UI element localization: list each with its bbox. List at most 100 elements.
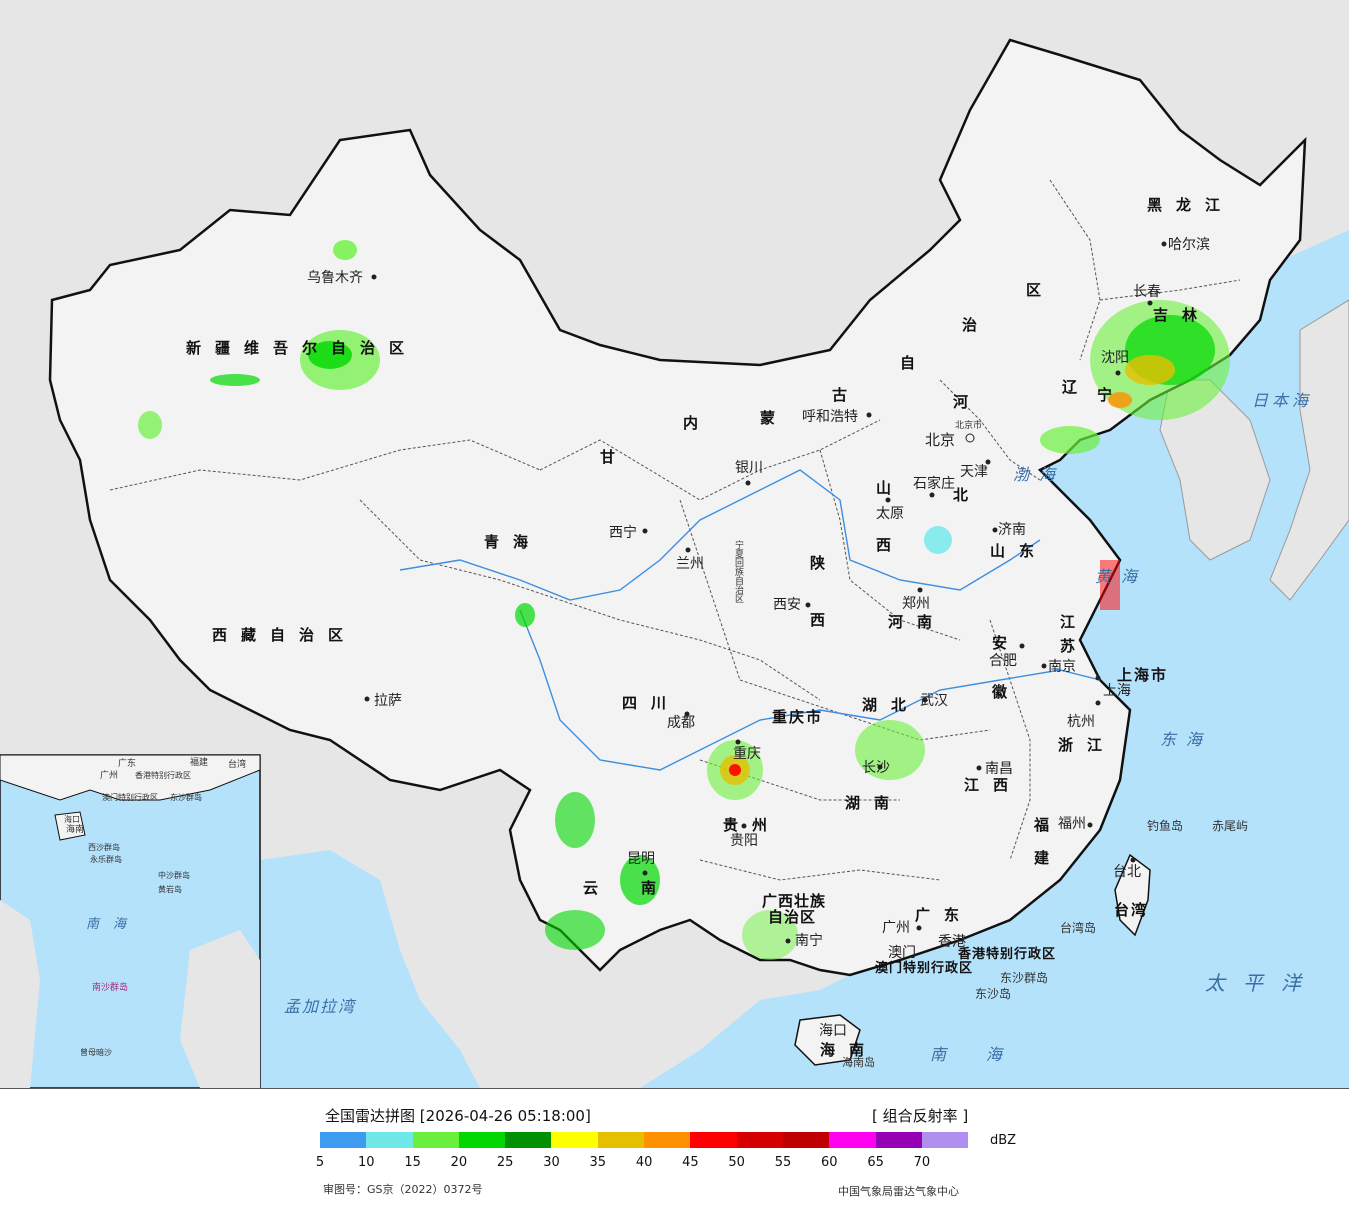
approval-number: 审图号：GS京（2022）0372号 [323, 1183, 483, 1196]
label-xizang: 西藏自治区 [212, 626, 357, 644]
city-guangzhou: 广州 [882, 920, 910, 936]
inset-south-china-sea [0, 754, 261, 1088]
city-harbin: 哈尔滨 [1168, 237, 1210, 253]
label-fu: 福 [1033, 816, 1063, 834]
label-xinjiang: 新疆维吾尔自治区 [186, 339, 418, 357]
city-hefei: 合肥 [989, 653, 1017, 669]
color-swatch [782, 1132, 830, 1148]
label-zhejiang: 浙江 [1058, 736, 1116, 754]
label-jilin: 吉林 [1153, 306, 1211, 324]
city-nanjing: 南京 [1048, 659, 1076, 675]
sea-donghai: 东海 [1160, 730, 1212, 749]
tick-label: 50 [728, 1155, 745, 1170]
label-gan: 甘 [600, 448, 629, 466]
city-chongqing: 重庆 [733, 746, 761, 762]
city-shijiazhuang: 石家庄 [913, 475, 955, 492]
label-shandong: 山东 [990, 542, 1048, 560]
city-zhengzhou: 郑州 [902, 596, 930, 612]
map-timestamp: [2026-04-26 05:18:00] [419, 1107, 591, 1125]
inset-hainan: 海南 [66, 823, 84, 835]
color-swatch [829, 1132, 876, 1148]
label-he: 河 [953, 393, 982, 411]
tick-label: 30 [543, 1155, 560, 1170]
city-beijing: 北京 [925, 431, 955, 449]
taiwan-island [1114, 853, 1151, 937]
inset-fujian: 福建 [190, 756, 208, 768]
label-liao: 辽 [1062, 378, 1091, 396]
label-meng: 蒙 [760, 409, 789, 427]
inset-guangzhou: 广州 [100, 769, 118, 781]
city-taiyuan: 太原 [876, 506, 904, 522]
label-yun: 云 [583, 879, 612, 897]
label-bei: 北 [953, 486, 982, 504]
label-hk-sar: 香港特别行政区 [957, 946, 1056, 962]
color-swatch [597, 1132, 645, 1148]
inset-zengmu: 曾母暗沙 [80, 1047, 112, 1057]
rivers [399, 469, 1101, 771]
city-hangzhou: 杭州 [1067, 714, 1095, 730]
label-shaan-xi: 西 [810, 611, 839, 629]
sea-bengal: 孟加拉湾 [284, 997, 357, 1016]
radar-map: 新疆维吾尔自治区 西藏自治区 青海 甘 内 蒙 古 自 治 区 黑龙江 吉林 辽… [0, 0, 1349, 1088]
tick-label: 60 [821, 1155, 838, 1170]
label-chiwei: 赤尾屿 [1212, 819, 1248, 833]
sea-bohai: 渤海 [1013, 465, 1065, 484]
inset-nanhai: 南海 [86, 917, 140, 932]
label-taiwan-island: 台湾岛 [1060, 920, 1096, 935]
hainan-island [794, 1014, 861, 1066]
label-hui: 徽 [991, 683, 1021, 701]
label-heilongjiang: 黑龙江 [1147, 196, 1234, 214]
city-xining: 西宁 [609, 524, 637, 541]
color-swatch [412, 1132, 459, 1148]
tick-label: 5 [315, 1155, 325, 1170]
city-guiyang: 贵阳 [730, 833, 758, 849]
city-haikou: 海口 [819, 1023, 847, 1039]
label-hunan: 湖南 [845, 794, 903, 812]
label-shanghai-city: 上海市 [1117, 666, 1168, 684]
inset-haikou: 海口 [64, 814, 80, 824]
inset-dongsha: 东沙群岛 [170, 792, 202, 802]
sea-japan: 日本海 [1252, 391, 1312, 410]
inset-zhongsha: 中沙群岛 [158, 870, 190, 880]
city-wuhan: 武汉 [920, 693, 948, 709]
color-swatch [551, 1132, 598, 1148]
city-changsha: 长沙 [862, 760, 890, 776]
inset-macau-sar: 澳门特别行政区 [102, 792, 158, 802]
label-nan: 南 [641, 879, 670, 897]
ocean-bengal [260, 850, 480, 1088]
color-swatch [320, 1132, 367, 1148]
inset-hk-sar: 香港特别行政区 [135, 770, 191, 780]
color-swatch [690, 1132, 737, 1148]
city-shenyang: 沈阳 [1101, 350, 1129, 366]
label-nei: 内 [683, 414, 712, 432]
label-hainan-island: 海南岛 [842, 1055, 875, 1069]
tick-label: 55 [774, 1155, 792, 1170]
tick-label: 70 [913, 1155, 931, 1170]
city-yinchuan: 银川 [735, 460, 763, 476]
sea-pacific: 太平洋 [1205, 971, 1319, 995]
label-sichuan: 四川 [622, 694, 680, 712]
color-swatch [921, 1132, 969, 1148]
inset-huangyan: 黄岩岛 [158, 884, 182, 894]
city-fuzhou: 福州 [1058, 816, 1086, 832]
label-dongsha-island: 东沙岛 [975, 986, 1011, 1001]
city-nanchang: 南昌 [985, 761, 1013, 777]
city-lanzhou: 兰州 [676, 556, 704, 572]
label-hubei: 湖北 [862, 696, 920, 714]
color-swatch [736, 1132, 783, 1148]
product-name: [ 组合反射率 ] [872, 1107, 969, 1125]
tick-label: 20 [450, 1155, 468, 1170]
label-jian: 建 [1034, 849, 1063, 867]
label-diaoyu: 钓鱼岛 [1147, 818, 1183, 833]
city-jinan: 济南 [998, 522, 1026, 538]
city-shanghai: 上海 [1103, 683, 1131, 699]
city-changchun: 长春 [1133, 284, 1161, 300]
city-beijing-shi: 北京市 [955, 419, 982, 431]
label-chongqing: 重庆市 [772, 708, 823, 726]
city-kunming: 昆明 [627, 851, 655, 867]
city-hohhot: 呼和浩特 [802, 409, 858, 425]
label-jiangxi: 江西 [964, 776, 1022, 794]
radar-echoes [138, 240, 1230, 960]
label-guangxi: 广西壮族 [762, 892, 826, 910]
label-taiwan: 台湾 [1114, 901, 1148, 919]
